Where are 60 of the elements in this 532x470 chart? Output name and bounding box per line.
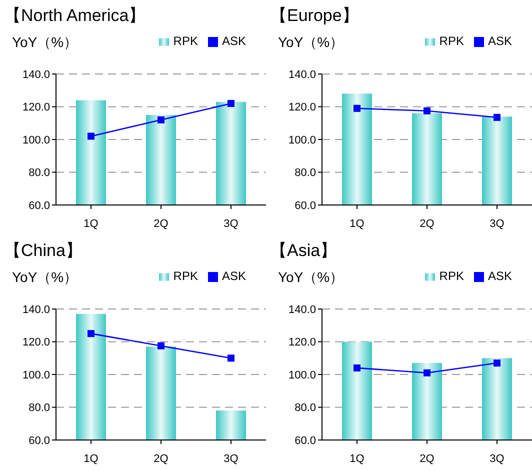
- x-tick-label: 2Q: [154, 452, 169, 465]
- y-tick-label: 120.0: [288, 102, 316, 114]
- y-tick-label: 80.0: [294, 167, 316, 180]
- chart-title: 【China】: [4, 240, 82, 262]
- point: [354, 104, 360, 112]
- y-tick-label: 120.0: [288, 336, 316, 349]
- y-tick-label: 140.0: [288, 304, 316, 316]
- y-axis-title: YoY（%）: [278, 269, 344, 287]
- point: [424, 369, 430, 376]
- y-tick-label: 140.0: [22, 304, 50, 316]
- point: [88, 330, 94, 338]
- x-tick-label: 2Q: [420, 452, 435, 465]
- y-tick-label: 80.0: [28, 402, 50, 414]
- legend-label: RPK: [173, 34, 198, 48]
- point: [228, 100, 234, 107]
- y-axis-title: YoY（%）: [12, 34, 78, 52]
- point: [88, 132, 94, 140]
- y-tick-label: 60.0: [294, 200, 316, 212]
- y-tick-label: 100.0: [288, 134, 316, 146]
- legend-label: RPK: [173, 269, 198, 283]
- y-tick-label: 60.0: [28, 434, 50, 447]
- y-tick-label: 80.0: [28, 167, 50, 180]
- y-tick-label: 120.0: [22, 336, 50, 349]
- legend-label: ASK: [222, 269, 246, 283]
- point: [354, 364, 360, 372]
- y-axis-title: YoY（%）: [12, 269, 78, 287]
- chart-title: 【Europe】: [270, 5, 359, 27]
- y-tick-label: 140.0: [22, 68, 50, 81]
- point: [158, 342, 164, 350]
- point: [158, 116, 164, 124]
- x-tick-label: 3Q: [490, 218, 505, 230]
- point: [494, 360, 500, 367]
- point: [424, 107, 430, 114]
- x-tick-label: 1Q: [84, 218, 99, 230]
- y-tick-label: 140.0: [288, 68, 316, 81]
- point: [494, 114, 500, 121]
- legend-label: RPK: [439, 269, 464, 283]
- x-tick-label: 3Q: [224, 218, 239, 230]
- x-tick-label: 3Q: [224, 452, 239, 465]
- legend-label: RPK: [439, 34, 464, 48]
- x-tick-label: 1Q: [350, 218, 365, 230]
- y-tick-label: 100.0: [22, 134, 50, 146]
- y-tick-label: 60.0: [294, 434, 316, 447]
- x-tick-label: 2Q: [420, 218, 435, 230]
- chart-title: 【North America】: [4, 5, 146, 27]
- x-tick-label: 2Q: [154, 218, 169, 230]
- y-tick-label: 80.0: [294, 402, 316, 414]
- chart-title: 【Asia】: [270, 240, 338, 262]
- y-axis-title: YoY（%）: [278, 34, 344, 52]
- x-tick-label: 1Q: [84, 452, 99, 465]
- legend-label: ASK: [222, 34, 246, 48]
- legend-label: ASK: [488, 269, 512, 283]
- x-tick-label: 3Q: [490, 452, 505, 465]
- y-tick-label: 100.0: [288, 369, 316, 382]
- y-tick-label: 60.0: [28, 200, 50, 212]
- x-tick-label: 1Q: [350, 452, 365, 465]
- y-tick-label: 120.0: [22, 102, 50, 114]
- y-tick-label: 100.0: [22, 369, 50, 382]
- legend-label: ASK: [488, 34, 512, 48]
- point: [228, 354, 234, 362]
